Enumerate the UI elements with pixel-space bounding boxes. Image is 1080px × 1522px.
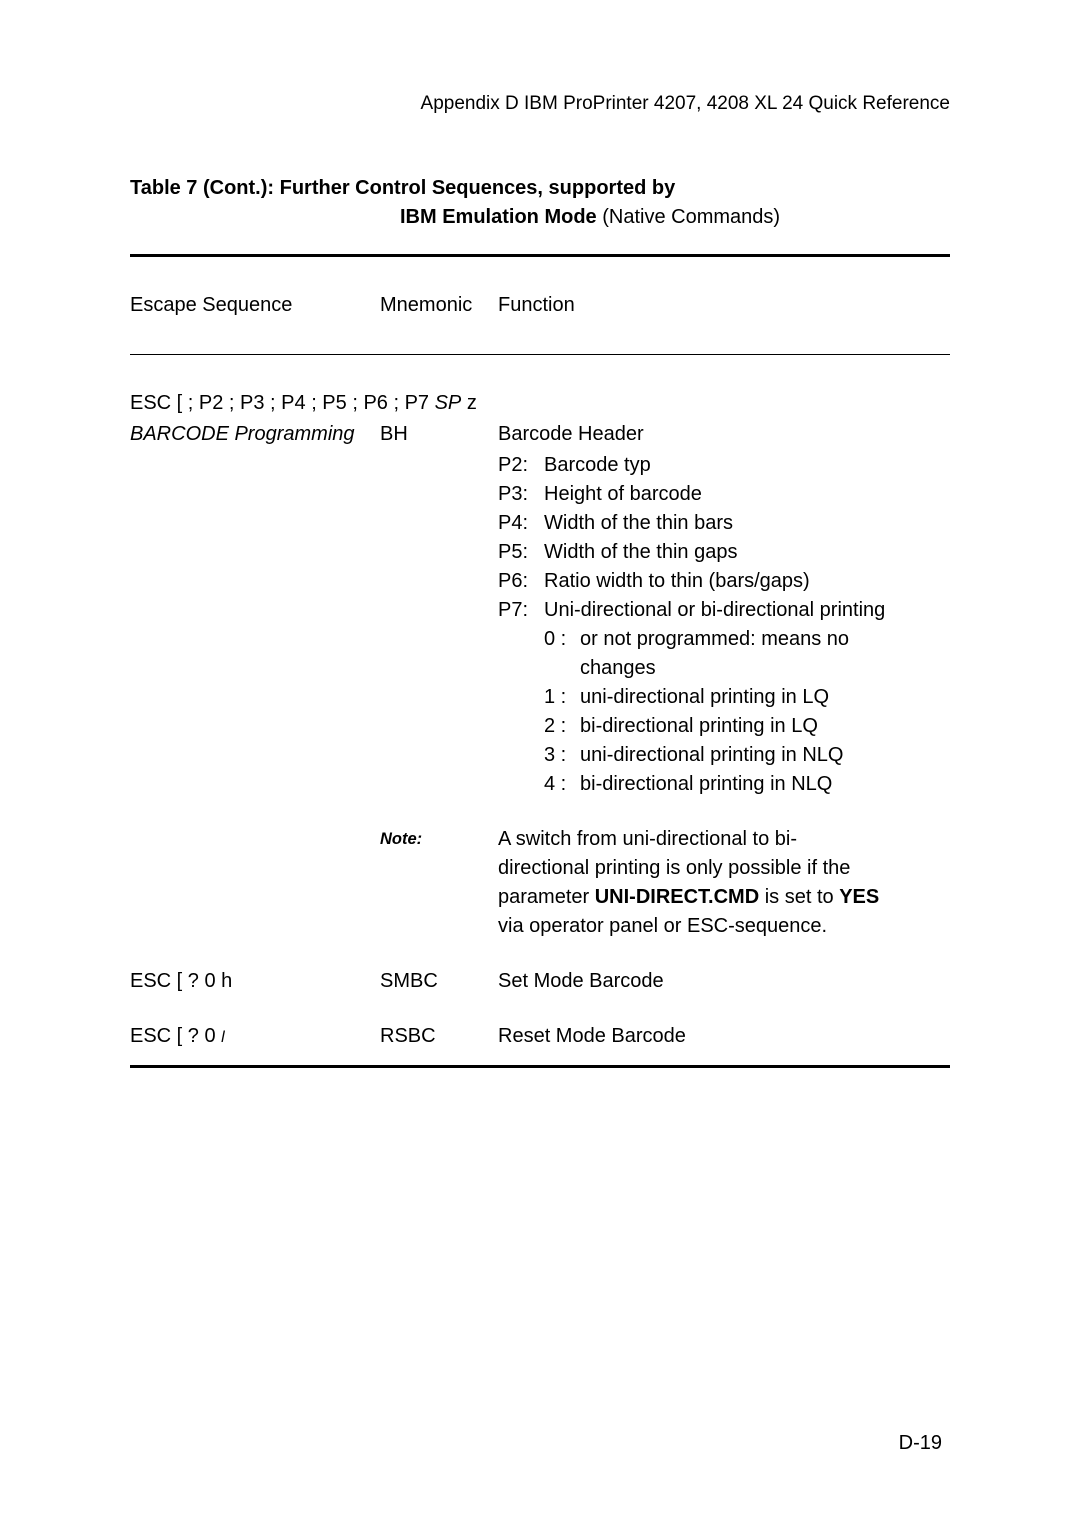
opt-0-hang: changes xyxy=(544,654,950,683)
row-smbc: ESC [ ? 0 h SMBC Set Mode Barcode xyxy=(130,967,950,996)
seq-suffix: z xyxy=(461,392,477,414)
opt-0-text: or not programmed: means no xyxy=(580,625,950,654)
rsbc-esc-a: ESC [ ? 0 xyxy=(130,1025,221,1047)
note-label: Note: xyxy=(380,825,498,941)
smbc-esc: ESC [ ? 0 h xyxy=(130,967,380,996)
opt-3-text: uni-directional printing in NLQ xyxy=(580,741,950,770)
opt-0: 0 : or not programmed: means no xyxy=(544,625,950,654)
row-barcode: BARCODE Programming BH Barcode Header P2… xyxy=(130,420,950,799)
opt-2-text: bi-directional printing in LQ xyxy=(580,712,950,741)
note-l3c: is set to xyxy=(759,886,839,908)
rule-mid xyxy=(130,354,950,355)
title-mode-rest: (Native Commands) xyxy=(597,206,780,228)
note-l4: via operator panel or ESC-sequence. xyxy=(498,912,950,941)
opt-4-text: bi-directional printing in NLQ xyxy=(580,770,950,799)
rsbc-func: Reset Mode Barcode xyxy=(498,1022,950,1051)
opt-0-tag: 0 : xyxy=(544,625,580,654)
note-l3b: UNI-DIRECT.CMD xyxy=(595,886,759,908)
p7-tag: P7: xyxy=(498,596,544,625)
opt-2: 2 : bi-directional printing in LQ xyxy=(544,712,950,741)
col-escape-sequence: Escape Sequence xyxy=(130,291,380,320)
rule-top xyxy=(130,254,950,257)
p5-text: Width of the thin gaps xyxy=(544,538,950,567)
p7-options: 0 : or not programmed: means no changes … xyxy=(498,625,950,799)
p3-text: Height of barcode xyxy=(544,480,950,509)
note-l3a: parameter xyxy=(498,886,595,908)
note-l1: A switch from uni-directional to bi- xyxy=(498,825,950,854)
col-mnemonic: Mnemonic xyxy=(380,291,498,320)
rsbc-mnem: RSBC xyxy=(380,1022,498,1051)
seq-prefix: ESC [ ; P2 ; P3 ; P4 ; P5 ; P6 ; P7 xyxy=(130,392,435,414)
column-headings: Escape Sequence Mnemonic Function xyxy=(130,291,950,320)
barcode-mnemonic: BH xyxy=(380,420,498,799)
page-header: Appendix D IBM ProPrinter 4207, 4208 XL … xyxy=(130,90,950,118)
page-number: D-19 xyxy=(899,1429,942,1458)
opt-1-text: uni-directional printing in LQ xyxy=(580,683,950,712)
opt-3: 3 : uni-directional printing in NLQ xyxy=(544,741,950,770)
smbc-mnem: SMBC xyxy=(380,967,498,996)
opt-4: 4 : bi-directional printing in NLQ xyxy=(544,770,950,799)
note-body: A switch from uni-directional to bi- dir… xyxy=(498,825,950,941)
opt-1: 1 : uni-directional printing in LQ xyxy=(544,683,950,712)
param-p3: P3: Height of barcode xyxy=(498,480,950,509)
col-function: Function xyxy=(498,291,950,320)
rsbc-esc-b: l xyxy=(221,1029,225,1046)
note-l3d: YES xyxy=(839,886,879,908)
p6-tag: P6: xyxy=(498,567,544,596)
p5-tag: P5: xyxy=(498,538,544,567)
row-rsbc: ESC [ ? 0 l RSBC Reset Mode Barcode xyxy=(130,1022,950,1051)
param-p7: P7: Uni-directional or bi-directional pr… xyxy=(498,596,950,625)
param-p4: P4: Width of the thin bars xyxy=(498,509,950,538)
note-l2: directional printing is only possible if… xyxy=(498,854,950,883)
seq-sp: SP xyxy=(435,392,462,414)
opt-1-tag: 1 : xyxy=(544,683,580,712)
opt-3-tag: 3 : xyxy=(544,741,580,770)
param-p2: P2: Barcode typ xyxy=(498,451,950,480)
title-line-1: Table 7 (Cont.): Further Control Sequenc… xyxy=(130,174,950,203)
title-mode-bold: IBM Emulation Mode xyxy=(400,206,597,228)
p4-text: Width of the thin bars xyxy=(544,509,950,538)
opt-2-tag: 2 : xyxy=(544,712,580,741)
opt-4-tag: 4 : xyxy=(544,770,580,799)
rsbc-esc: ESC [ ? 0 l xyxy=(130,1022,380,1051)
rule-bottom xyxy=(130,1065,950,1068)
note-spacer xyxy=(130,825,380,941)
p3-tag: P3: xyxy=(498,480,544,509)
p4-tag: P4: xyxy=(498,509,544,538)
param-p5: P5: Width of the thin gaps xyxy=(498,538,950,567)
p2-tag: P2: xyxy=(498,451,544,480)
table-title: Table 7 (Cont.): Further Control Sequenc… xyxy=(130,174,950,232)
table-body: ESC [ ; P2 ; P3 ; P4 ; P5 ; P6 ; P7 SP z… xyxy=(130,389,950,1051)
p7-text: Uni-directional or bi-directional printi… xyxy=(544,596,950,625)
barcode-function: Barcode Header P2: Barcode typ P3: Heigh… xyxy=(498,420,950,799)
p2-text: Barcode typ xyxy=(544,451,950,480)
smbc-func: Set Mode Barcode xyxy=(498,967,950,996)
note-l3: parameter UNI-DIRECT.CMD is set to YES xyxy=(498,883,950,912)
title-line-2: IBM Emulation Mode (Native Commands) xyxy=(130,203,950,232)
barcode-header-label: Barcode Header xyxy=(498,420,950,449)
barcode-esc-sequence-full: ESC [ ; P2 ; P3 ; P4 ; P5 ; P6 ; P7 SP z xyxy=(130,389,950,418)
row-note: Note: A switch from uni-directional to b… xyxy=(130,825,950,941)
barcode-subtitle: BARCODE Programming xyxy=(130,420,380,799)
param-p6: P6: Ratio width to thin (bars/gaps) xyxy=(498,567,950,596)
p6-text: Ratio width to thin (bars/gaps) xyxy=(544,567,950,596)
